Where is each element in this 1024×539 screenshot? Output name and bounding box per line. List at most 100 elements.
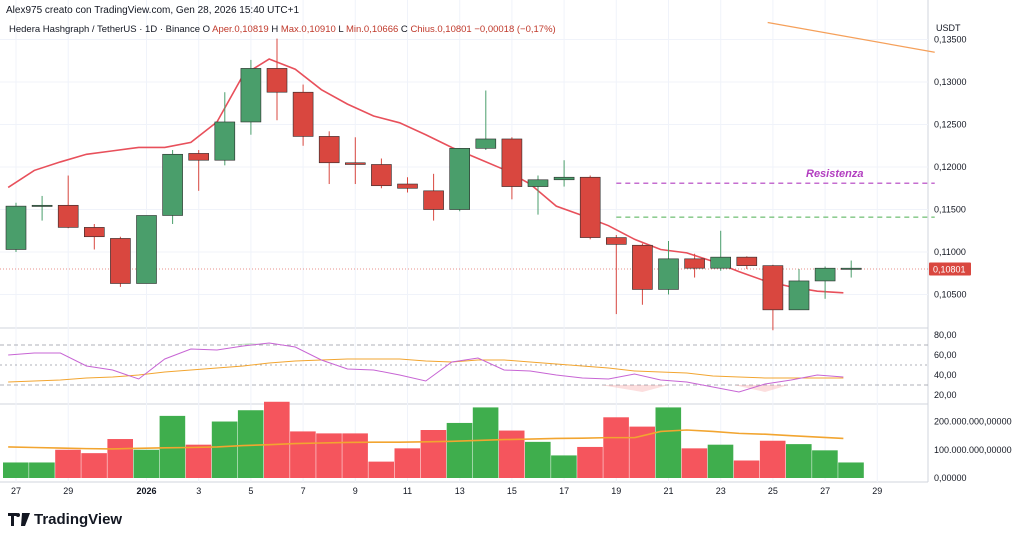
candle-body [736, 256, 758, 266]
legend-open-label: O [202, 24, 211, 35]
candle-body [632, 244, 653, 290]
volume-bar [316, 433, 342, 478]
volume-bar [655, 407, 682, 478]
volume-bar [707, 444, 734, 478]
volume-bar [472, 407, 499, 478]
volume-bar [498, 430, 525, 478]
volume-bar [29, 462, 55, 478]
volume-bar [577, 446, 603, 478]
volume-bar [759, 440, 786, 478]
rsi-tick-label: 60,00 [934, 350, 957, 360]
time-tick-label: 9 [353, 486, 358, 496]
rsi-tick-label: 80,00 [934, 330, 957, 340]
price-tick-label: 0,12500 [934, 120, 967, 130]
volume-bar [394, 448, 421, 478]
price-tick-label: 0,12000 [934, 162, 967, 172]
last-price-label: 0,10801 [933, 264, 966, 274]
legend-close: Chius.0,10801 [410, 24, 472, 35]
time-tick-label: 3 [196, 486, 201, 496]
time-tick-label: 5 [248, 486, 253, 496]
candle-body [110, 238, 131, 284]
tradingview-logo[interactable]: TradingView [8, 511, 122, 528]
volume-tick-label: 0,00000 [934, 473, 967, 483]
volume-tick-label: 100.000.000,00000 [934, 445, 1012, 455]
volume-bar [368, 461, 394, 478]
legend-high-label: H [271, 24, 279, 35]
rsi-tick-label: 40,00 [934, 370, 957, 380]
resistance-label: Resistenza [806, 168, 863, 180]
time-tick-label: 7 [301, 486, 306, 496]
candle-body [188, 153, 209, 161]
candle-body [658, 258, 679, 290]
candle-body [475, 138, 497, 149]
candle-body [605, 237, 627, 245]
volume-bar [681, 448, 708, 478]
time-tick-label: 23 [716, 486, 726, 496]
time-tick-label: 27 [820, 486, 830, 496]
candle-body [788, 280, 810, 311]
time-tick-label: 27 [11, 486, 21, 496]
time-tick-label: 29 [872, 486, 882, 496]
volume-bar [786, 444, 812, 478]
volume-bar [290, 431, 316, 478]
time-tick-label: 17 [559, 486, 569, 496]
volume-bar [211, 421, 238, 478]
volume-bar [3, 462, 29, 478]
levels: Resistenza [0, 168, 935, 270]
rsi-line [8, 342, 844, 393]
trendline [767, 21, 935, 53]
price-tick-label: 0,13000 [934, 77, 967, 87]
attribution: Alex975 creato con TradingView.com, Gen … [6, 5, 300, 16]
candle-body [501, 138, 523, 187]
volume-bar [838, 462, 864, 478]
rsi-pane[interactable] [0, 342, 928, 393]
last-price-badge [929, 262, 971, 276]
volume-ma-line [8, 429, 844, 450]
time-tick-label: 15 [507, 486, 517, 496]
candle-body [449, 148, 471, 210]
candle-body [292, 91, 314, 137]
candle-body [162, 153, 183, 216]
volume-bar [264, 401, 290, 478]
price-tick-label: 0,13500 [934, 35, 967, 45]
candle-body [136, 215, 157, 284]
candle-body [397, 183, 418, 189]
rsi-tick-label: 20,00 [934, 390, 957, 400]
volume-bar [525, 441, 551, 478]
rsi-ma-line [8, 358, 844, 383]
volume-bar [81, 453, 107, 478]
candle-body [31, 204, 53, 207]
volume-bar [812, 450, 838, 478]
volume-bar [551, 455, 577, 478]
time-tick-label: 13 [455, 486, 465, 496]
legend-low-label: L [338, 24, 344, 35]
candle-body [423, 190, 444, 210]
candle-body [762, 265, 784, 311]
candle-body [318, 136, 340, 164]
candle-body [553, 176, 575, 181]
volume-tick-label: 200.000.000,00000 [934, 417, 1012, 427]
rsi-oversold-fill [600, 385, 669, 392]
legend-change: −0,00018 (−0,17%) [474, 24, 556, 35]
volume-bar [446, 422, 473, 478]
candle-body [57, 204, 79, 228]
symbol-legend: Hedera Hashgraph / TetherUS · 1D · Binan… [9, 24, 556, 35]
legend-close-label: C [400, 24, 408, 35]
volume-bar [133, 449, 160, 478]
price-tick-label: 0,11000 [934, 247, 966, 257]
time-tick-label: 2026 [136, 486, 156, 496]
candle-body [5, 205, 27, 250]
time-tick-label: 25 [768, 486, 778, 496]
time-tick-label: 11 [403, 486, 412, 496]
volume-pane[interactable] [3, 401, 864, 478]
time-tick-label: 21 [663, 486, 673, 496]
legend-symbol: Hedera Hashgraph / TetherUS · 1D · Binan… [9, 24, 200, 35]
time-tick-label: 29 [63, 486, 73, 496]
brand-name: TradingView [34, 511, 123, 528]
volume-bar [603, 417, 629, 478]
candles[interactable] [5, 38, 862, 331]
rsi-oversold-fill [733, 385, 789, 392]
legend-low: Min.0,10666 [345, 24, 399, 35]
candle-body [840, 267, 862, 270]
